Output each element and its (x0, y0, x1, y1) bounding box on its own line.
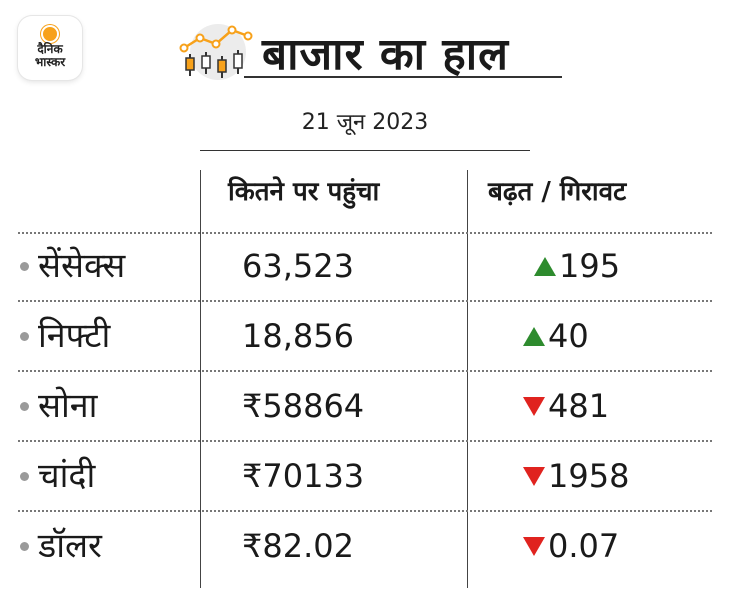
up-arrow-icon (523, 327, 545, 346)
column-header-value: कितने पर पहुंचा (228, 177, 380, 207)
row-divider (18, 510, 712, 512)
row-value: 63,523 (242, 247, 354, 285)
down-arrow-icon (523, 397, 545, 416)
table-row: सोना ₹58864 481 (0, 376, 730, 436)
table-row: सेंसेक्स 63,523 195 (0, 236, 730, 296)
bullet-icon (20, 402, 29, 411)
stock-chart-icon (179, 24, 253, 80)
sun-icon (43, 27, 57, 41)
page-header: बाजार का हाल (176, 22, 509, 82)
row-value: 18,856 (242, 317, 354, 355)
table-row: निफ्टी 18,856 40 (0, 306, 730, 366)
change-value: 0.07 (548, 527, 620, 565)
row-name: चांदी (38, 456, 96, 496)
column-divider-2 (467, 170, 468, 588)
date-divider (200, 150, 530, 151)
row-name: निफ्टी (38, 316, 111, 356)
page-title: बाजार का हाल (262, 29, 509, 80)
column-divider-1 (200, 170, 201, 588)
row-name: सोना (38, 386, 98, 426)
brand-line-2: भास्कर (34, 55, 66, 69)
row-change: 40 (522, 306, 589, 366)
row-divider (18, 300, 712, 302)
row-divider (18, 370, 712, 372)
row-change: 481 (522, 376, 609, 436)
row-name: सेंसेक्स (38, 246, 126, 286)
up-arrow-icon (534, 257, 556, 276)
row-change: 1958 (522, 446, 629, 506)
down-arrow-icon (523, 467, 545, 486)
row-divider (18, 440, 712, 442)
bullet-icon (20, 542, 29, 551)
brand-logo: दैनिक भास्कर (18, 16, 82, 80)
bullet-icon (20, 332, 29, 341)
row-change: 0.07 (522, 516, 619, 576)
row-change: 195 (533, 236, 620, 296)
row-value: ₹82.02 (242, 527, 354, 565)
change-value: 195 (559, 247, 621, 285)
row-divider (18, 232, 712, 234)
column-header-change: बढ़त / गिरावट (488, 177, 627, 207)
row-name: डॉलर (38, 526, 102, 566)
change-value: 1958 (548, 457, 630, 495)
bullet-icon (20, 262, 29, 271)
change-value: 481 (548, 387, 610, 425)
brand-line-1: दैनिक (37, 42, 63, 56)
table-row: डॉलर ₹82.02 0.07 (0, 516, 730, 576)
table-row: चांदी ₹70133 1958 (0, 446, 730, 506)
date-label: 21 जून 2023 (301, 110, 429, 135)
change-value: 40 (548, 317, 589, 355)
row-value: ₹58864 (242, 387, 365, 425)
down-arrow-icon (523, 537, 545, 556)
bullet-icon (20, 472, 29, 481)
row-value: ₹70133 (242, 457, 365, 495)
title-underline (244, 76, 562, 78)
